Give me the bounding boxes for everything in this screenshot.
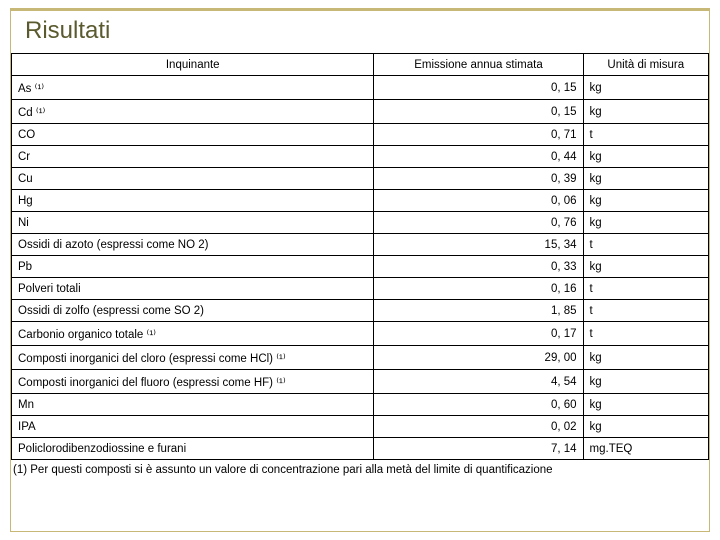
cell-pollutant: Carbonio organico totale ⁽¹⁾: [12, 322, 374, 346]
col-header-unit: Unità di misura: [583, 54, 708, 76]
table-row: Composti inorganici del cloro (espressi …: [12, 346, 709, 370]
col-header-pollutant: Inquinante: [12, 54, 374, 76]
cell-value: 29, 00: [374, 346, 583, 370]
cell-value: 0, 02: [374, 416, 583, 438]
table-row: Cu0, 39kg: [12, 168, 709, 190]
table-row: Policlorodibenzodiossine e furani7, 14mg…: [12, 438, 709, 460]
cell-unit: kg: [583, 416, 708, 438]
slide-frame: Risultati Inquinante Emissione annua sti…: [10, 8, 710, 532]
cell-pollutant: CO: [12, 124, 374, 146]
cell-pollutant: Cu: [12, 168, 374, 190]
cell-value: 0, 06: [374, 190, 583, 212]
cell-pollutant: Hg: [12, 190, 374, 212]
cell-value: 0, 44: [374, 146, 583, 168]
table-header-row: Inquinante Emissione annua stimata Unità…: [12, 54, 709, 76]
results-table: Inquinante Emissione annua stimata Unità…: [11, 53, 709, 460]
page-title: Risultati: [25, 17, 709, 45]
cell-value: 0, 16: [374, 278, 583, 300]
cell-unit: kg: [583, 346, 708, 370]
cell-value: 1, 85: [374, 300, 583, 322]
cell-value: 0, 60: [374, 394, 583, 416]
cell-unit: kg: [583, 370, 708, 394]
cell-unit: kg: [583, 146, 708, 168]
cell-unit: kg: [583, 100, 708, 124]
cell-unit: kg: [583, 394, 708, 416]
cell-unit: kg: [583, 212, 708, 234]
cell-pollutant: Composti inorganici del fluoro (espressi…: [12, 370, 374, 394]
footnote: (1) Per questi composti si è assunto un …: [11, 460, 709, 476]
cell-unit: kg: [583, 190, 708, 212]
cell-pollutant: Policlorodibenzodiossine e furani: [12, 438, 374, 460]
cell-pollutant: Pb: [12, 256, 374, 278]
cell-value: 4, 54: [374, 370, 583, 394]
cell-value: 0, 15: [374, 76, 583, 100]
cell-pollutant: Composti inorganici del cloro (espressi …: [12, 346, 374, 370]
cell-value: 0, 39: [374, 168, 583, 190]
table-row: Ossidi di azoto (espressi come NO 2)15, …: [12, 234, 709, 256]
cell-value: 0, 76: [374, 212, 583, 234]
table-row: Carbonio organico totale ⁽¹⁾0, 17t: [12, 322, 709, 346]
cell-value: 0, 15: [374, 100, 583, 124]
cell-value: 0, 71: [374, 124, 583, 146]
table-row: Cr0, 44kg: [12, 146, 709, 168]
cell-value: 0, 33: [374, 256, 583, 278]
table-row: Polveri totali0, 16t: [12, 278, 709, 300]
table-row: Cd ⁽¹⁾0, 15kg: [12, 100, 709, 124]
table-row: As ⁽¹⁾0, 15kg: [12, 76, 709, 100]
table-row: CO0, 71t: [12, 124, 709, 146]
cell-value: 7, 14: [374, 438, 583, 460]
cell-value: 0, 17: [374, 322, 583, 346]
cell-pollutant: Cr: [12, 146, 374, 168]
table-row: Hg0, 06kg: [12, 190, 709, 212]
cell-pollutant: Cd ⁽¹⁾: [12, 100, 374, 124]
table-row: IPA0, 02kg: [12, 416, 709, 438]
table-row: Ni0, 76kg: [12, 212, 709, 234]
cell-unit: t: [583, 322, 708, 346]
cell-pollutant: Ni: [12, 212, 374, 234]
cell-pollutant: Ossidi di azoto (espressi come NO 2): [12, 234, 374, 256]
cell-unit: mg.TEQ: [583, 438, 708, 460]
cell-pollutant: Polveri totali: [12, 278, 374, 300]
cell-pollutant: Mn: [12, 394, 374, 416]
cell-unit: t: [583, 300, 708, 322]
cell-unit: t: [583, 124, 708, 146]
cell-unit: t: [583, 278, 708, 300]
table-row: Mn0, 60kg: [12, 394, 709, 416]
table-row: Ossidi di zolfo (espressi come SO 2)1, 8…: [12, 300, 709, 322]
cell-pollutant: As ⁽¹⁾: [12, 76, 374, 100]
cell-unit: kg: [583, 256, 708, 278]
cell-pollutant: IPA: [12, 416, 374, 438]
cell-value: 15, 34: [374, 234, 583, 256]
table-row: Composti inorganici del fluoro (espressi…: [12, 370, 709, 394]
cell-unit: t: [583, 234, 708, 256]
table-row: Pb0, 33kg: [12, 256, 709, 278]
col-header-emission: Emissione annua stimata: [374, 54, 583, 76]
cell-unit: kg: [583, 76, 708, 100]
cell-unit: kg: [583, 168, 708, 190]
cell-pollutant: Ossidi di zolfo (espressi come SO 2): [12, 300, 374, 322]
